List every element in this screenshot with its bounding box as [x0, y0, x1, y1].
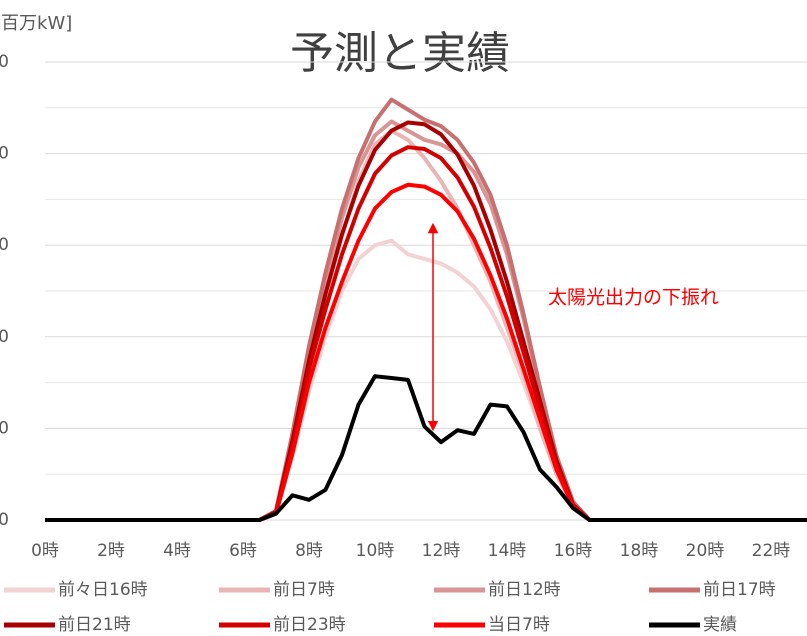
legend-label: 前日23時	[273, 615, 346, 635]
x-tick-label: 12時	[422, 541, 461, 561]
y-tick-label: 50	[0, 52, 9, 72]
series-line	[45, 119, 807, 522]
x-tick-label: 16時	[554, 541, 593, 561]
chart-title: 予測と実績	[290, 28, 510, 79]
series-line	[45, 238, 807, 522]
legend-label: 前日21時	[58, 615, 131, 635]
x-tick-label: 14時	[488, 541, 527, 561]
y-tick-label: 40	[0, 144, 9, 164]
x-tick-label: 18時	[620, 541, 659, 561]
series-line	[45, 120, 807, 522]
x-tick-label: 2時	[97, 541, 125, 561]
legend-label: 前日12時	[488, 580, 561, 600]
y-tick-label: 20	[0, 327, 9, 347]
series-line	[45, 145, 807, 522]
x-tick-label: 6時	[229, 541, 257, 561]
legend-label: 前日17時	[703, 580, 776, 600]
legend-label: 前日7時	[273, 580, 335, 600]
x-tick-label: 8時	[295, 541, 323, 561]
x-tick-label: 4時	[163, 541, 191, 561]
x-tick-label: 22時	[752, 541, 791, 561]
legend-label: 実績	[703, 615, 737, 635]
y-tick-label: 30	[0, 235, 9, 255]
x-tick-label: 0時	[31, 541, 59, 561]
x-tick-label: 10時	[356, 541, 395, 561]
legend-label: 当日7時	[488, 615, 550, 635]
annotation: 太陽光出力の下振れ	[548, 287, 719, 309]
series-line	[45, 374, 807, 522]
y-tick-label: 10	[0, 418, 9, 438]
series-line	[45, 182, 807, 522]
x-tick-label: 20時	[686, 541, 725, 561]
y-tick-label: 0	[0, 510, 9, 530]
legend-label: 前々日16時	[58, 580, 148, 600]
y-unit: [百万kW]	[0, 13, 72, 34]
